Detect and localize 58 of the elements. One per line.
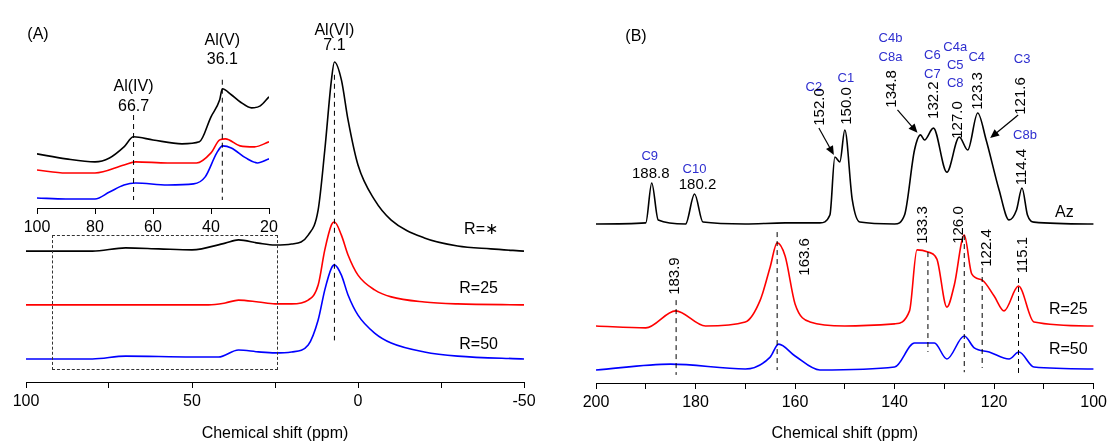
x-tick-label: 100	[23, 218, 51, 236]
x-tick-label: 50	[183, 392, 201, 410]
text: C5	[946, 56, 964, 72]
annotation: 134.8	[881, 70, 899, 108]
x-tick-label: 60	[144, 218, 162, 236]
text: C3	[1013, 50, 1031, 66]
annotation: C10	[682, 160, 707, 176]
x-tick-label: 80	[86, 218, 104, 236]
text: C8	[946, 74, 964, 90]
annotation: 150.0	[836, 87, 854, 125]
annotation: 188.8	[631, 164, 670, 182]
series-label: R=25	[1048, 300, 1088, 318]
x-tick-label: 40	[202, 218, 220, 236]
text: C6	[924, 46, 941, 62]
x-axis-title: Chemical shift (ppm)	[771, 423, 919, 441]
ref-line-label: 115.1	[1012, 236, 1030, 274]
annotation: 132.2	[923, 81, 941, 119]
series-label: R=25	[459, 279, 499, 297]
x-tick-label: 100	[1080, 393, 1108, 411]
annotation: C9	[641, 147, 659, 163]
annotation: Al(V)	[204, 31, 241, 49]
text: C7	[924, 65, 941, 81]
ref-line-label: 163.6	[795, 238, 813, 276]
annotation: 180.2	[678, 175, 717, 193]
annotation: 127.0	[948, 101, 966, 139]
ref-line-label: 36.1	[206, 50, 238, 68]
ref-line-label: 183.9	[665, 257, 683, 295]
x-tick-label: 140	[881, 393, 909, 411]
x-tick-label: 200	[582, 393, 610, 411]
text: C1	[837, 69, 855, 85]
x-tick-label: -50	[512, 392, 536, 410]
annotation: 114.4	[1012, 148, 1030, 186]
ref-line-label: 66.7	[118, 97, 150, 115]
x-tick-label: 160	[781, 393, 809, 411]
annotation: Al(IV)	[113, 77, 154, 95]
text: C8a	[878, 49, 904, 65]
text: C4b	[878, 30, 903, 46]
x-tick-label: 100	[12, 392, 40, 410]
chart-title: (B)	[625, 27, 647, 45]
x-tick-label: 180	[682, 393, 709, 411]
x-tick-label: 120	[980, 393, 1008, 411]
x-tick-label: 0	[353, 392, 363, 410]
ref-line-label: 126.0	[949, 206, 967, 244]
series-label: Az	[1054, 203, 1074, 221]
annotation: Al(VI)	[314, 21, 355, 39]
annotation: C8b	[1013, 126, 1037, 142]
text: C4a	[943, 38, 968, 54]
x-axis-title: Chemical shift (ppm)	[201, 423, 349, 441]
text: C4	[968, 48, 986, 64]
chart-title: (A)	[27, 25, 49, 43]
x-tick-label: 20	[260, 218, 278, 236]
series-label: R=50	[459, 335, 499, 353]
series-label: R=∗	[464, 219, 498, 237]
ref-line-label: 133.3	[913, 206, 931, 244]
annotation: 121.6	[1011, 77, 1029, 115]
annotation: 123.3	[967, 72, 985, 110]
series-label: R=50	[1048, 340, 1088, 358]
ref-line-label: 122.4	[977, 229, 995, 267]
